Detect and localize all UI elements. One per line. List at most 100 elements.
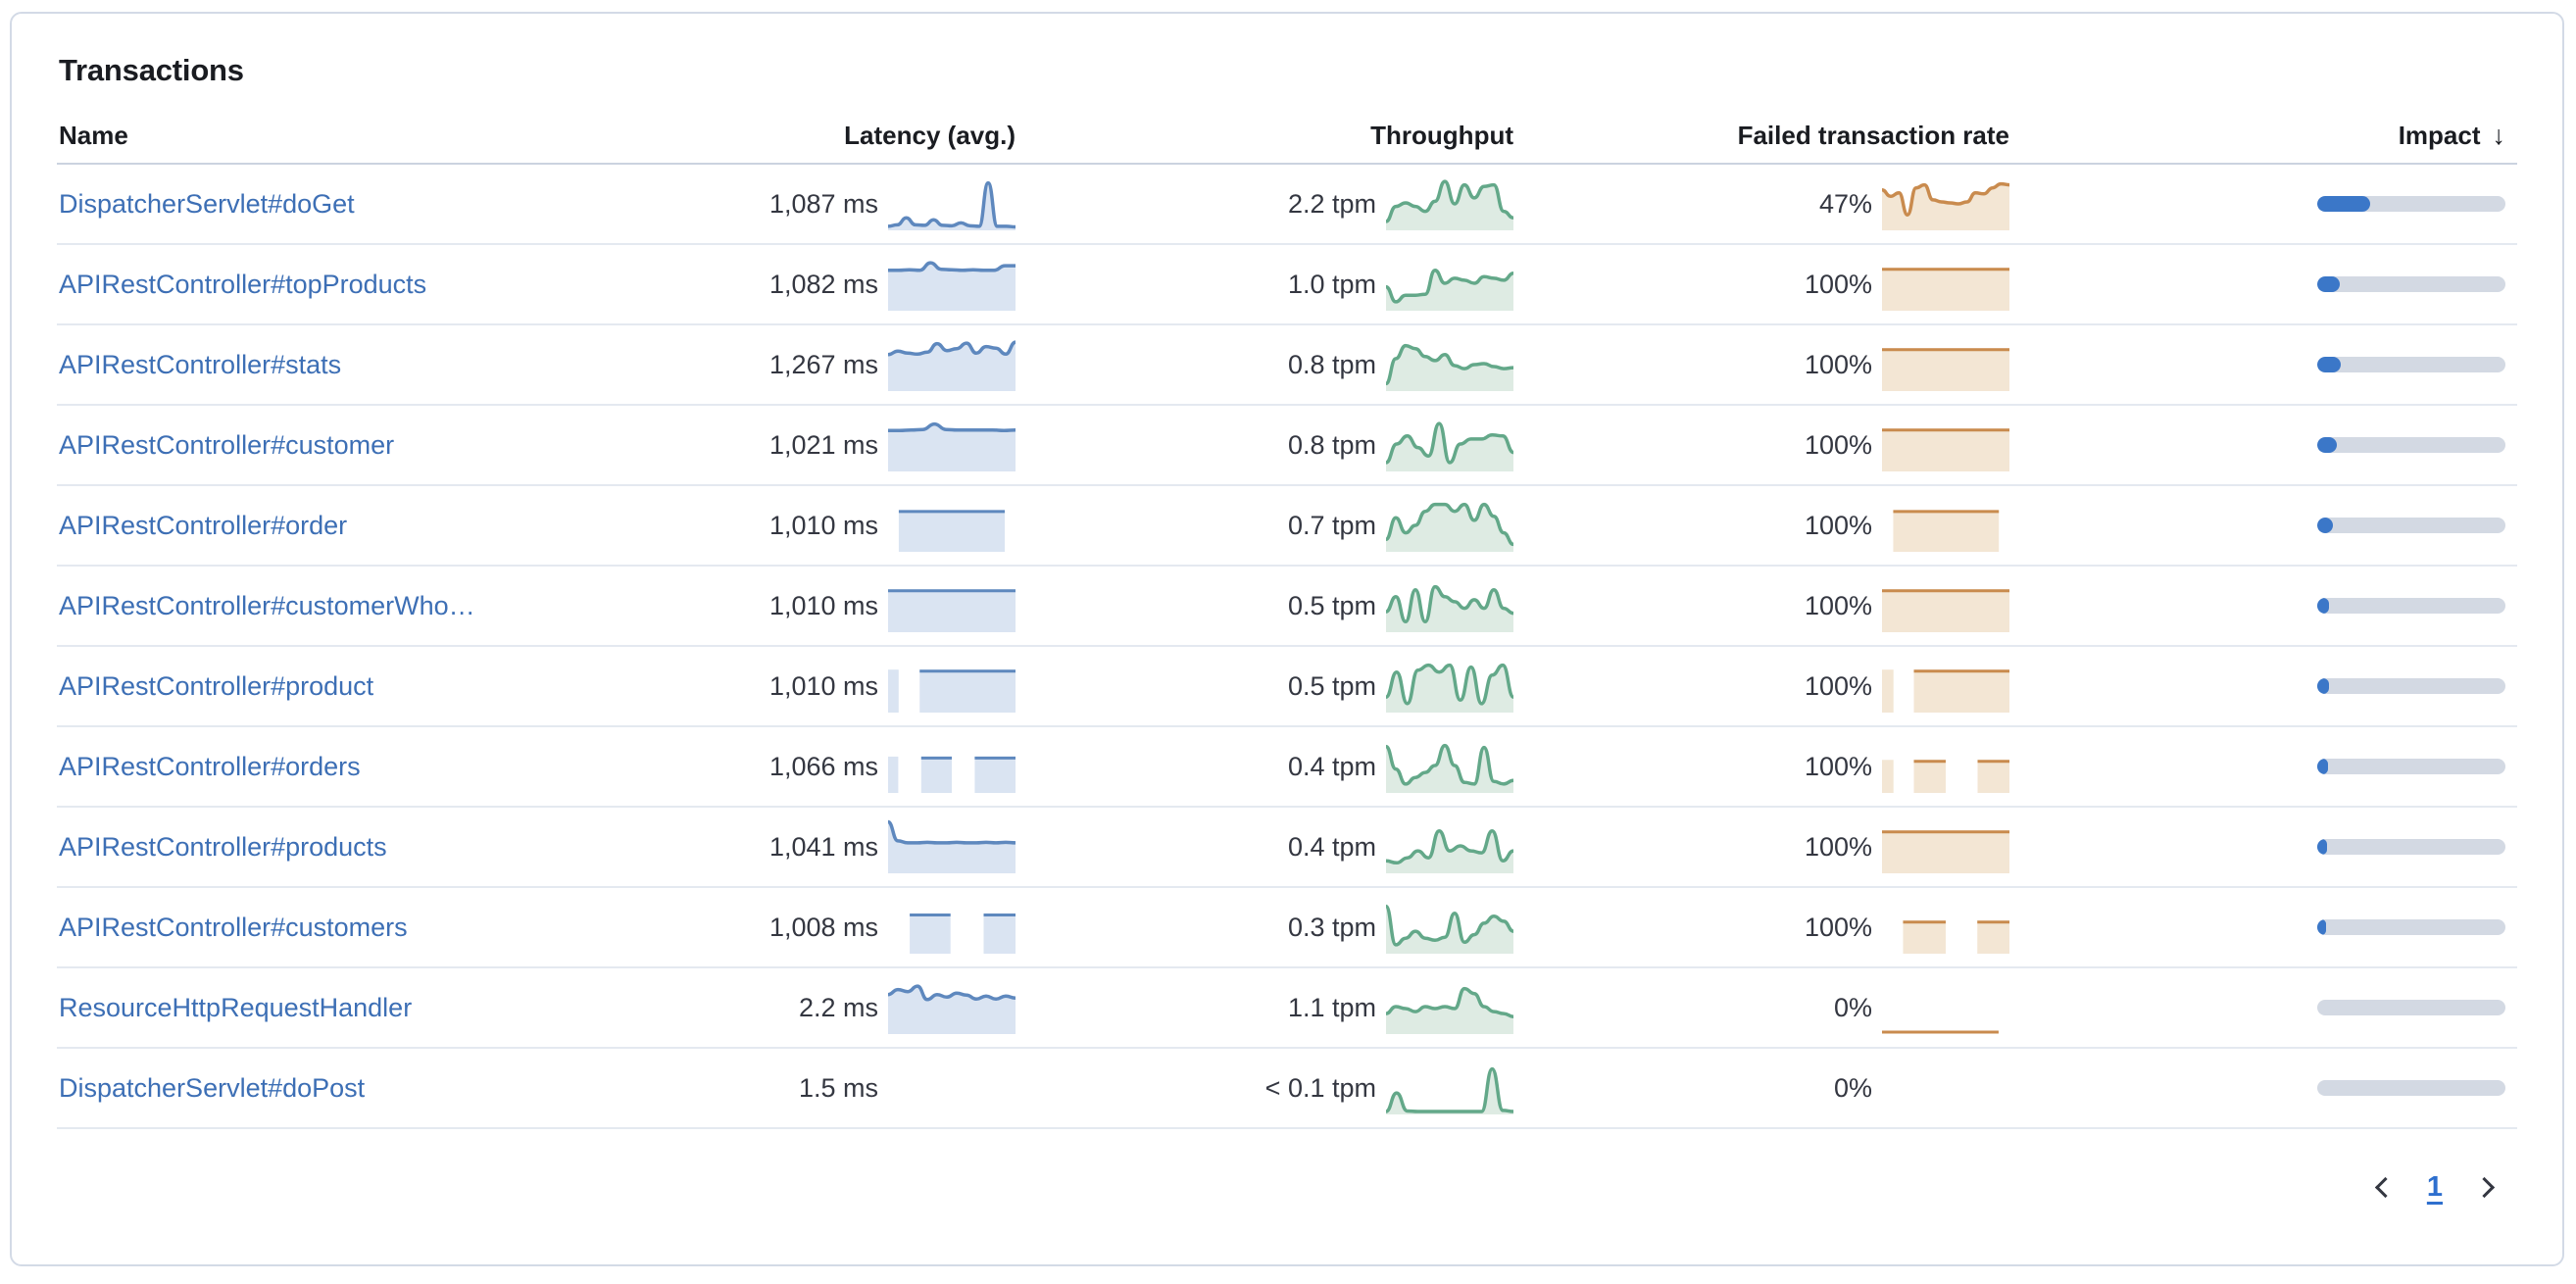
latency-sparkline — [888, 819, 1016, 874]
name-cell: APIRestController#topProducts — [57, 270, 747, 300]
impact-cell — [2017, 839, 2517, 855]
transaction-name-link[interactable]: APIRestController#order — [59, 510, 348, 540]
table-row: ResourceHttpRequestHandler 2.2 ms 1.1 tp… — [57, 968, 2517, 1049]
latency-cell: 1,087 ms — [747, 176, 1021, 231]
panel-title: Transactions — [59, 53, 244, 87]
column-header-impact[interactable]: Impact ↓ — [2398, 120, 2505, 150]
latency-sparkline — [888, 337, 1016, 392]
column-header-failed-rate[interactable]: Failed transaction rate — [1737, 120, 2009, 150]
previous-page-button[interactable] — [2360, 1164, 2405, 1210]
table-row: APIRestController#orders 1,066 ms 0.4 tp… — [57, 727, 2517, 808]
latency-value: 1,010 ms — [768, 670, 878, 701]
impact-cell — [2017, 1000, 2517, 1015]
failed-rate-value: 100% — [1804, 670, 1872, 701]
latency-cell: 1,010 ms — [747, 578, 1021, 633]
throughput-sparkline — [1386, 739, 1513, 794]
latency-value: 1,010 ms — [768, 590, 878, 620]
impact-bar — [2317, 1000, 2505, 1015]
name-cell: APIRestController#customer — [57, 430, 747, 461]
impact-cell — [2017, 276, 2517, 292]
failed-rate-sparkline — [1882, 176, 2009, 231]
failed-rate-cell: 0% — [1521, 1061, 2017, 1115]
throughput-sparkline — [1386, 578, 1513, 633]
latency-cell: 1,010 ms — [747, 498, 1021, 553]
impact-bar-fill — [2317, 919, 2326, 935]
impact-cell — [2017, 678, 2517, 694]
latency-value: 1,008 ms — [768, 912, 878, 942]
transaction-name-link[interactable]: APIRestController#product — [59, 670, 374, 701]
impact-bar-fill — [2317, 357, 2341, 372]
failed-rate-value: 47% — [1818, 188, 1872, 219]
throughput-sparkline — [1386, 819, 1513, 874]
throughput-value: 0.8 tpm — [1287, 349, 1376, 379]
impact-cell — [2017, 759, 2517, 774]
table-row: APIRestController#order 1,010 ms 0.7 tpm… — [57, 486, 2517, 567]
failed-rate-cell: 100% — [1521, 257, 2017, 312]
latency-value: 1,041 ms — [768, 831, 878, 862]
failed-rate-value: 100% — [1804, 912, 1872, 942]
column-header-throughput[interactable]: Throughput — [1370, 120, 1513, 150]
impact-bar-fill — [2317, 759, 2328, 774]
failed-rate-cell: 100% — [1521, 418, 2017, 472]
impact-bar — [2317, 518, 2505, 533]
column-header-name[interactable]: Name — [59, 120, 128, 150]
failed-rate-sparkline — [1882, 418, 2009, 472]
name-cell: APIRestController#customerWho… — [57, 591, 747, 621]
transaction-name-link[interactable]: APIRestController#stats — [59, 349, 342, 379]
table-row: APIRestController#product 1,010 ms 0.5 t… — [57, 647, 2517, 727]
failed-rate-cell: 47% — [1521, 176, 2017, 231]
latency-cell: 1,066 ms — [747, 739, 1021, 794]
transaction-name-link[interactable]: APIRestController#customer — [59, 429, 395, 460]
transaction-name-link[interactable]: APIRestController#orders — [59, 751, 361, 781]
failed-rate-value: 100% — [1804, 269, 1872, 299]
impact-cell — [2017, 919, 2517, 935]
throughput-value: 2.2 tpm — [1287, 188, 1376, 219]
throughput-cell: < 0.1 tpm — [1021, 1061, 1521, 1115]
throughput-sparkline — [1386, 980, 1513, 1035]
latency-value: 1,082 ms — [768, 269, 878, 299]
transaction-name-link[interactable]: APIRestController#products — [59, 831, 387, 862]
latency-sparkline — [888, 498, 1016, 553]
transaction-name-link[interactable]: DispatcherServlet#doPost — [59, 1072, 366, 1103]
impact-cell — [2017, 196, 2517, 212]
failed-rate-cell: 100% — [1521, 578, 2017, 633]
throughput-value: 0.4 tpm — [1287, 751, 1376, 781]
impact-bar-fill — [2317, 518, 2334, 533]
throughput-value: 1.0 tpm — [1287, 269, 1376, 299]
latency-cell: 1,082 ms — [747, 257, 1021, 312]
latency-cell: 1,267 ms — [747, 337, 1021, 392]
table-header: Name Latency (avg.) Throughput Failed tr… — [57, 108, 2517, 165]
column-header-latency[interactable]: Latency (avg.) — [844, 120, 1016, 150]
impact-bar-fill — [2317, 678, 2329, 694]
impact-cell — [2017, 598, 2517, 614]
latency-sparkline — [888, 900, 1016, 955]
latency-sparkline — [888, 418, 1016, 472]
table-row: APIRestController#stats 1,267 ms 0.8 tpm… — [57, 325, 2517, 406]
failed-rate-cell: 100% — [1521, 819, 2017, 874]
latency-sparkline — [888, 176, 1016, 231]
transaction-name-link[interactable]: ResourceHttpRequestHandler — [59, 992, 413, 1022]
failed-rate-value: 0% — [1833, 992, 1872, 1022]
transaction-name-link[interactable]: APIRestController#customerWho… — [59, 590, 475, 620]
transaction-name-link[interactable]: DispatcherServlet#doGet — [59, 188, 355, 219]
next-page-button[interactable] — [2464, 1164, 2509, 1210]
throughput-cell: 0.5 tpm — [1021, 659, 1521, 714]
impact-bar — [2317, 839, 2505, 855]
throughput-sparkline — [1386, 1061, 1513, 1115]
failed-rate-value: 100% — [1804, 590, 1872, 620]
throughput-cell: 0.3 tpm — [1021, 900, 1521, 955]
transaction-name-link[interactable]: APIRestController#customers — [59, 912, 408, 942]
impact-bar-fill — [2317, 196, 2370, 212]
failed-rate-cell: 100% — [1521, 659, 2017, 714]
latency-value: 1,021 ms — [768, 429, 878, 460]
page-1-button[interactable]: 1 — [2426, 1170, 2443, 1203]
throughput-value: 0.5 tpm — [1287, 670, 1376, 701]
name-cell: APIRestController#stats — [57, 350, 747, 380]
name-cell: APIRestController#products — [57, 832, 747, 863]
table-row: APIRestController#products 1,041 ms 0.4 … — [57, 808, 2517, 888]
throughput-value: 0.4 tpm — [1287, 831, 1376, 862]
throughput-value: 0.3 tpm — [1287, 912, 1376, 942]
failed-rate-value: 0% — [1833, 1072, 1872, 1103]
name-cell: APIRestController#product — [57, 671, 747, 702]
transaction-name-link[interactable]: APIRestController#topProducts — [59, 269, 427, 299]
